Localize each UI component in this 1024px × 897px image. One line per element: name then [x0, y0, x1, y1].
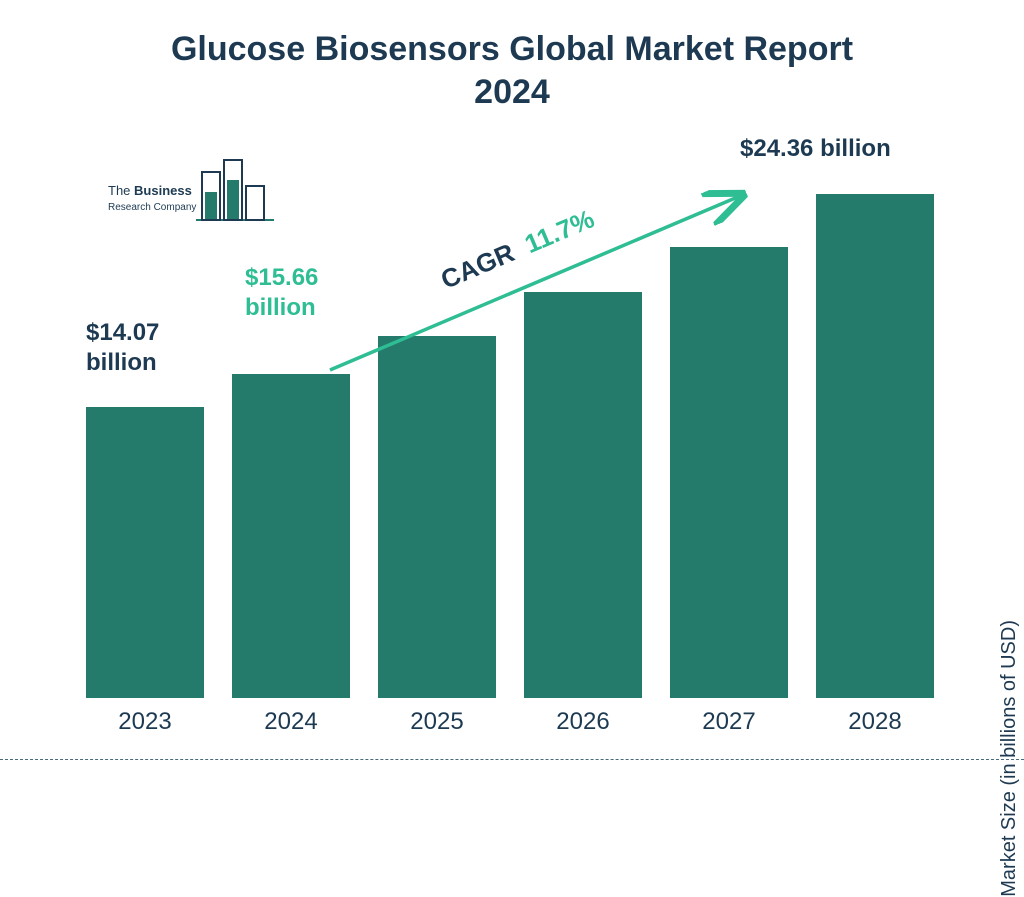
x-label-2025: 2025 [378, 708, 496, 736]
bar-2028 [816, 194, 934, 698]
x-label-2026: 2026 [524, 708, 642, 736]
value-label-1: $15.66billion [245, 263, 318, 323]
bar-chart: 202320242025202620272028$14.07billion$15… [80, 160, 950, 698]
bar-2026 [524, 292, 642, 698]
chart-title: Glucose Biosensors Global Market Report2… [0, 0, 1024, 113]
bar-2023 [86, 407, 204, 698]
x-label-2023: 2023 [86, 708, 204, 736]
bar-2025 [378, 336, 496, 698]
x-label-2027: 2027 [670, 708, 788, 736]
value-label-2: $24.36 billion [740, 134, 891, 164]
footer-divider [0, 759, 1024, 760]
x-label-2024: 2024 [232, 708, 350, 736]
value-label-0: $14.07billion [86, 318, 159, 378]
x-label-2028: 2028 [816, 708, 934, 736]
bar-2024 [232, 374, 350, 698]
bar-2027 [670, 247, 788, 698]
